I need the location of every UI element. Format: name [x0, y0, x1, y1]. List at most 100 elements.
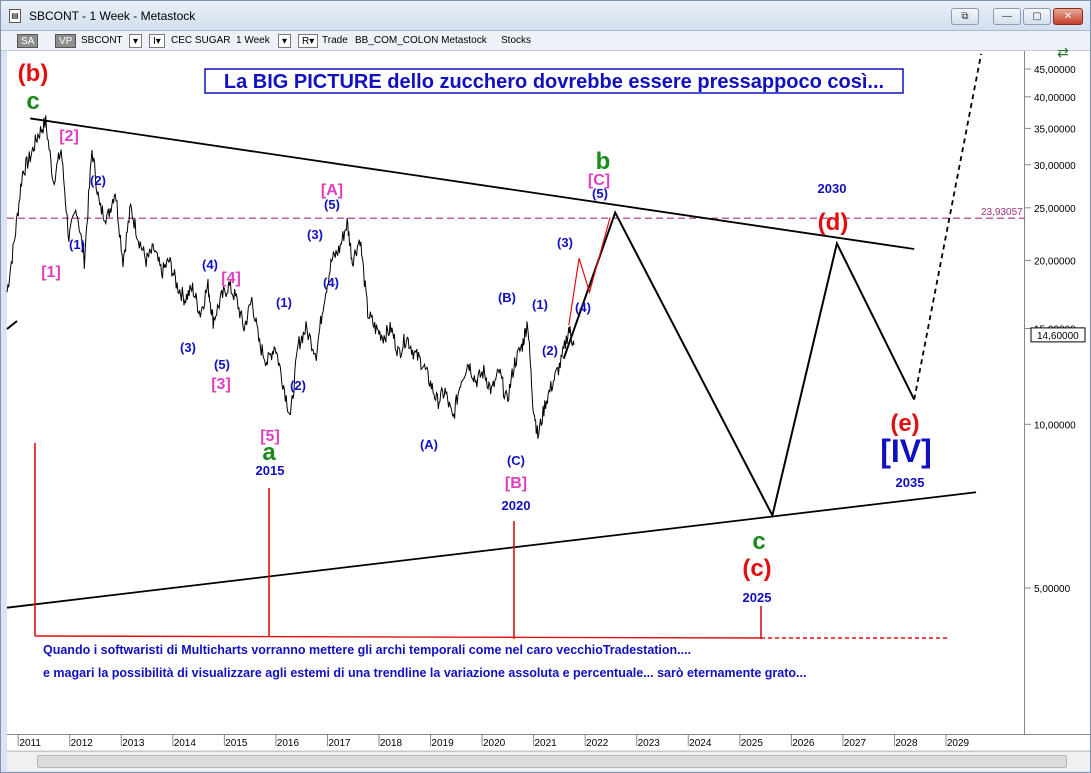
x-tick-label: 2019 [431, 738, 454, 749]
y-tick-label: 35,00000 [1034, 124, 1076, 135]
x-tick-label: 2029 [947, 738, 970, 749]
wave-label: [C] [588, 172, 610, 189]
wave-label: (3) [557, 235, 573, 250]
wave-label: (1) [276, 295, 292, 310]
wave-label: a [262, 439, 276, 466]
wave-label: c [752, 528, 765, 555]
wave-label: (2) [90, 173, 106, 188]
x-tick-label: 2017 [328, 738, 351, 749]
x-tick-label: 2011 [19, 738, 41, 749]
chart-toolbar: SA VP SBCONT ▾ I▾ CEC SUGAR 1 Week ▾ R▾ … [1, 31, 1090, 51]
y-tick-label: 25,00000 [1034, 204, 1076, 215]
wave-label: (b) [18, 60, 49, 87]
wave-label: (e) [890, 410, 919, 437]
wave-label: (B) [498, 290, 516, 305]
wave-label: (4) [575, 300, 591, 315]
x-tick-label: 2022 [586, 738, 609, 749]
wave-label: (3) [180, 340, 196, 355]
time-axis [7, 734, 1090, 750]
sa-button[interactable]: SA [17, 34, 39, 48]
wave-label: [B] [505, 475, 527, 492]
x-tick-label: 2026 [792, 738, 815, 749]
x-tick-label: 2018 [380, 738, 403, 749]
x-tick-label: 2028 [895, 738, 918, 749]
wave-label: (4) [323, 275, 339, 290]
range-menu-button[interactable]: R▾ [298, 34, 319, 48]
y-tick-label: 30,00000 [1034, 161, 1076, 172]
wave-label: (1) [69, 237, 85, 252]
document-icon: ▤ [9, 9, 21, 23]
wave-label: (5) [592, 186, 608, 201]
trade-button[interactable]: Trade [322, 35, 348, 46]
horizontal-scrollbar[interactable] [7, 751, 1090, 771]
x-tick-label: 2013 [122, 738, 145, 749]
window-title: SBCONT - 1 Week - Metastock [29, 9, 196, 23]
x-tick-label: 2020 [483, 738, 506, 749]
wave-label: b [596, 148, 611, 175]
wave-label: 2035 [896, 475, 925, 490]
wave-label: 2020 [502, 498, 531, 513]
asset-class-label: Stocks [501, 35, 532, 46]
wave-label: [A] [321, 182, 343, 199]
wave-label: (A) [420, 437, 438, 452]
maximize-button[interactable]: ▢ [1023, 8, 1051, 25]
x-tick-label: 2016 [277, 738, 300, 749]
wave-label: [5] [260, 428, 280, 445]
description-label: CEC SUGAR [171, 35, 231, 46]
resistance-price-label: 23,93057 [981, 207, 1023, 218]
wave-label: (2) [542, 343, 558, 358]
wave-label: (C) [507, 453, 525, 468]
wave-label: (3) [307, 227, 323, 242]
wave-label: [4] [221, 270, 241, 287]
interval-dropdown-icon[interactable]: ▾ [278, 34, 292, 48]
projection-line [562, 210, 916, 519]
vp-button[interactable]: VP [55, 34, 77, 48]
red-subwave-line [568, 217, 611, 326]
symbol-label: SBCONT [81, 35, 123, 46]
y-tick-label: 40,00000 [1034, 93, 1076, 104]
x-tick-label: 2025 [741, 738, 764, 749]
y-tick-label: 20,00000 [1034, 257, 1076, 268]
chart-plot-area[interactable] [7, 51, 1025, 734]
x-tick-label: 2027 [844, 738, 867, 749]
wave-label: (5) [324, 197, 340, 212]
wave-label: [2] [59, 128, 79, 145]
current-price-tag [1030, 327, 1086, 343]
restore-layout-icon[interactable]: ⧉ [951, 8, 979, 25]
wave-label: (c) [742, 555, 771, 582]
time-baseline [34, 635, 762, 639]
wave-label: (1) [532, 297, 548, 312]
price-axis [1025, 51, 1090, 734]
footer-note-line1: Quando i softwaristi di Multicharts vorr… [43, 643, 691, 657]
wave-label: (d) [818, 209, 849, 236]
x-tick-label: 2012 [71, 738, 94, 749]
wave-label: c [26, 88, 39, 115]
left-edge-tick [6, 320, 18, 330]
close-button[interactable]: ✕ [1053, 8, 1083, 25]
scrollbar-thumb[interactable] [37, 755, 1067, 768]
projection-dashed-line [913, 53, 983, 400]
title-bar: ▤ SBCONT - 1 Week - Metastock ⧉ — ▢ ✕ [1, 1, 1090, 31]
y-tick-label: 5,00000 [1034, 584, 1071, 595]
x-tick-label: 2014 [174, 738, 197, 749]
wave-label: (4) [202, 257, 218, 272]
wave-label: 2030 [818, 181, 847, 196]
minimize-button[interactable]: — [993, 8, 1021, 25]
y-tick-label: 45,00000 [1034, 65, 1076, 76]
symbol-dropdown-icon[interactable]: ▾ [129, 34, 143, 48]
annotation-box [204, 68, 904, 94]
wave-label: (2) [290, 378, 306, 393]
wave-label: 2025 [743, 590, 772, 605]
x-tick-label: 2023 [638, 738, 661, 749]
annotation-box-text: La BIG PICTURE dello zucchero dovrebbe e… [224, 71, 884, 93]
x-tick-label: 2024 [689, 738, 712, 749]
x-tick-label: 2021 [535, 738, 558, 749]
interval-label: 1 Week [236, 35, 270, 46]
wave-label: [IV] [880, 433, 932, 469]
wave-label: [3] [211, 376, 231, 393]
instrument-menu-button[interactable]: I▾ [149, 34, 165, 48]
trendline-lower [6, 491, 977, 609]
data-source-label: BB_COM_COLON Metastock [355, 35, 487, 46]
